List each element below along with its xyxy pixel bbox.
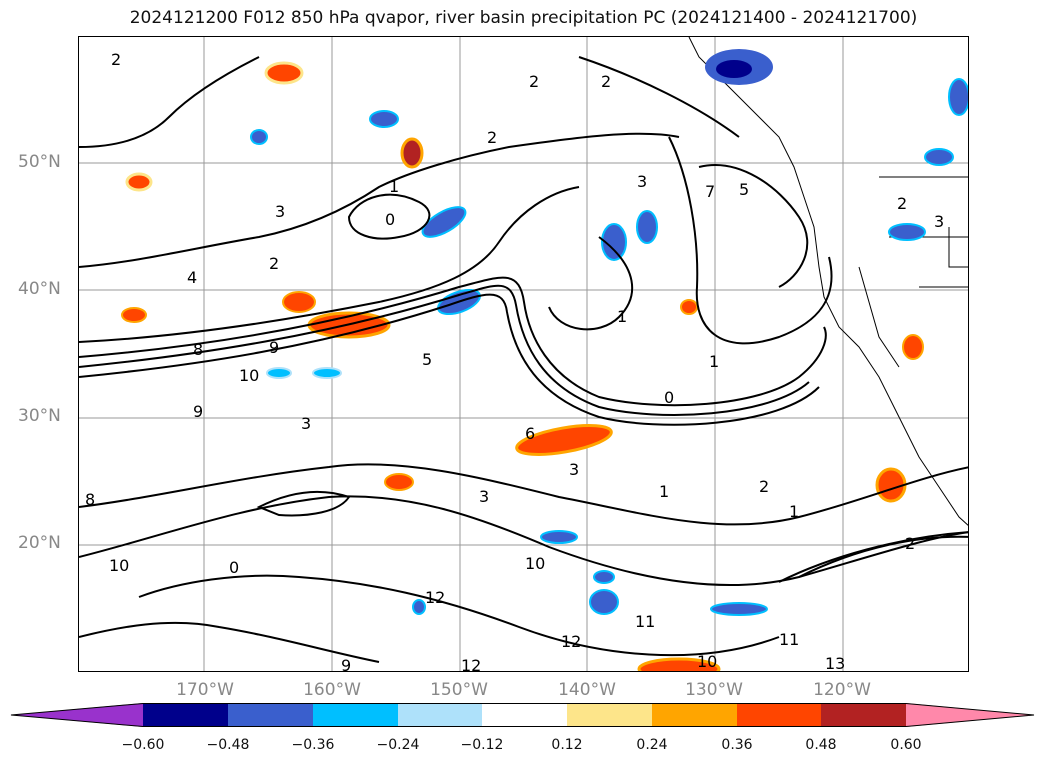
colorbar-tick-label: −0.24 [376, 737, 420, 753]
map-plot-area: 2 2 2 2 1 0 3 2 4 3 1 9 8 10 9 5 3 1 0 7… [78, 36, 969, 672]
colorbar-tick-label: −0.60 [121, 737, 165, 753]
lon-label: 120°W [813, 680, 871, 700]
contour-label: 9 [269, 338, 279, 357]
contour-label: 10 [109, 556, 129, 575]
colorbar-segment [398, 703, 482, 727]
contour-label: 10 [239, 366, 259, 385]
lon-label: 160°W [303, 680, 361, 700]
contour-label: 2 [269, 254, 279, 273]
colorbar [10, 703, 1035, 727]
lon-label: 150°W [430, 680, 488, 700]
lat-label: 50°N [18, 152, 61, 172]
colorbar-segment [143, 703, 228, 727]
contour-label: 0 [385, 210, 395, 229]
colorbar-segment [482, 703, 567, 727]
coastline [688, 37, 968, 526]
contour-labels: 2 2 2 2 1 0 3 2 4 3 1 9 8 10 9 5 3 1 0 7… [85, 50, 944, 672]
colorbar-tick-label: −0.36 [291, 737, 335, 753]
contour-label: 1 [709, 352, 719, 371]
contour-label: 12 [461, 656, 481, 672]
contour-label: 8 [193, 340, 203, 359]
lat-label: 20°N [18, 533, 61, 553]
colorbar-extend-high [906, 703, 1034, 727]
colorbar-segment [737, 703, 821, 727]
colorbar-extend-low [10, 703, 143, 727]
contour-label: 0 [229, 558, 239, 577]
contour-label: 5 [422, 350, 432, 369]
precip-shading [121, 49, 968, 671]
lat-label: 30°N [18, 406, 61, 426]
contour-label: 2 [759, 477, 769, 496]
lat-label: 40°N [18, 279, 61, 299]
contour-label: 1 [789, 502, 799, 521]
colorbar-segment [652, 703, 737, 727]
colorbar-tick-label: 0.12 [551, 737, 583, 753]
colorbar-segment [228, 703, 313, 727]
colorbar-segment [567, 703, 652, 727]
contour-label: 12 [425, 588, 445, 607]
contour-label: 3 [479, 487, 489, 506]
contour-label: 3 [934, 212, 944, 231]
contour-label: 13 [825, 654, 845, 672]
colorbar-tick-label: 0.36 [721, 737, 753, 753]
contour-label: 12 [561, 632, 581, 651]
contour-label: 2 [111, 50, 121, 69]
lon-label: 130°W [685, 680, 743, 700]
map-title: 2024121200 F012 850 hPa qvapor, river ba… [129, 8, 918, 28]
map-canvas: 2 2 2 2 1 0 3 2 4 3 1 9 8 10 9 5 3 1 0 7… [79, 37, 968, 672]
contour-label: 1 [617, 307, 627, 326]
colorbar-tick-label: −0.48 [206, 737, 250, 753]
contour-label: 2 [905, 534, 915, 553]
contour-label: 0 [664, 388, 674, 407]
contour-label: 9 [193, 402, 203, 421]
colorbar-segment [313, 703, 398, 727]
moisture-contours [79, 56, 968, 663]
contour-label: 3 [275, 202, 285, 221]
contour-label: 6 [525, 424, 535, 443]
contour-label: 2 [487, 128, 497, 147]
contour-label: 3 [569, 460, 579, 479]
contour-label: 2 [897, 194, 907, 213]
contour-label: 3 [637, 172, 647, 191]
contour-label: 2 [601, 72, 611, 91]
contour-label: 10 [525, 554, 545, 573]
contour-label: 8 [85, 490, 95, 509]
colorbar-tick-label: 0.60 [890, 737, 922, 753]
contour-label: 7 [705, 182, 715, 201]
colorbar-tick-label: 0.24 [636, 737, 668, 753]
contour-label: 2 [529, 72, 539, 91]
contour-label: 5 [739, 180, 749, 199]
contour-label: 10 [697, 652, 717, 671]
contour-label: 11 [635, 612, 655, 631]
colorbar-outline [10, 703, 1035, 727]
colorbar-segment [821, 703, 906, 727]
contour-label: 11 [779, 630, 799, 649]
contour-label: 9 [341, 656, 351, 672]
contour-label: 3 [301, 414, 311, 433]
graticule [79, 37, 968, 671]
contour-label: 4 [187, 268, 197, 287]
contour-label: 1 [659, 482, 669, 501]
colorbar-tick-label: 0.48 [805, 737, 837, 753]
lon-label: 170°W [176, 680, 234, 700]
lon-label: 140°W [558, 680, 616, 700]
contour-label: 1 [389, 177, 399, 196]
colorbar-tick-label: −0.12 [460, 737, 504, 753]
